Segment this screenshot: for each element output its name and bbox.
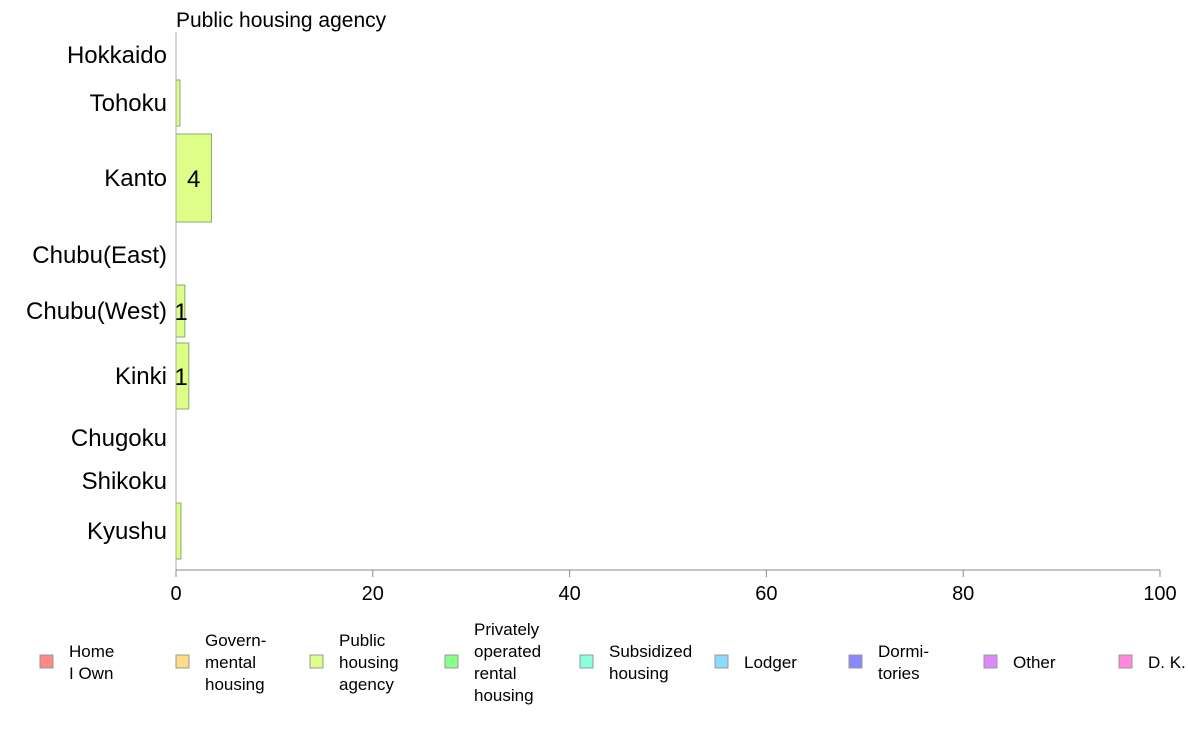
x-axis: 0 20 40 60 80 100	[170, 32, 1177, 605]
legend-label: D. K.	[1148, 653, 1186, 672]
category-label: Shikoku	[82, 468, 167, 495]
legend-swatch	[848, 654, 863, 669]
legend-swatch	[1118, 654, 1133, 669]
legend-swatch	[579, 654, 594, 669]
legend-label: mental	[205, 653, 256, 672]
legend-swatch	[714, 654, 729, 669]
bar-kanto	[175, 133, 212, 223]
x-tick-label: 20	[362, 583, 384, 605]
x-tick-label: 80	[952, 583, 974, 605]
legend-label: housing	[205, 675, 265, 694]
legend-label: Home	[69, 642, 114, 661]
category-label: Kinki	[115, 363, 167, 390]
x-tick-label: 60	[755, 583, 777, 605]
data-labels: 4 1 1	[174, 166, 200, 391]
legend-label: housing	[609, 664, 669, 683]
category-label: Tohoku	[90, 90, 167, 117]
category-label: Chugoku	[71, 425, 167, 452]
legend-swatch	[309, 654, 324, 669]
legend-label: Lodger	[744, 653, 797, 672]
category-label: Hokkaido	[67, 42, 167, 69]
data-label: 1	[174, 364, 187, 391]
category-label: Kanto	[104, 165, 167, 192]
chart-title: Public housing agency	[176, 9, 387, 32]
legend-label: Dormi-	[878, 642, 929, 661]
x-tick-label: 0	[170, 583, 181, 605]
legend-label: tories	[878, 664, 920, 683]
x-tick-label: 40	[558, 583, 580, 605]
category-label: Chubu(West)	[26, 298, 167, 325]
legend-label: Other	[1013, 653, 1056, 672]
legend-label: Public	[339, 631, 386, 650]
category-label: Kyushu	[87, 518, 167, 545]
legend-label: housing	[339, 653, 399, 672]
data-label: 1	[174, 299, 187, 326]
data-label: 4	[187, 166, 200, 193]
x-tick-label: 100	[1143, 583, 1176, 605]
legend-label: Govern-	[205, 631, 266, 650]
legend-label: agency	[339, 675, 394, 694]
legend-label: I Own	[69, 664, 113, 683]
legend-swatch	[983, 654, 998, 669]
category-labels: Hokkaido Tohoku Kanto Chubu(East) Chubu(West…	[26, 42, 167, 545]
legend: Home I Own Govern-mental housing Public hous…	[39, 620, 1186, 705]
legend-label: Subsidized	[609, 642, 692, 661]
legend-label: Privately	[474, 620, 540, 639]
legend-swatch	[444, 654, 459, 669]
bar-kyushu	[175, 502, 182, 560]
legend-label: housing	[474, 686, 534, 705]
legend-swatch	[175, 654, 190, 669]
legend-label: rental	[474, 664, 517, 683]
category-label: Chubu(East)	[32, 242, 167, 269]
legend-swatch	[39, 654, 54, 669]
bar-tohoku	[175, 79, 181, 127]
legend-label: operated	[474, 642, 541, 661]
